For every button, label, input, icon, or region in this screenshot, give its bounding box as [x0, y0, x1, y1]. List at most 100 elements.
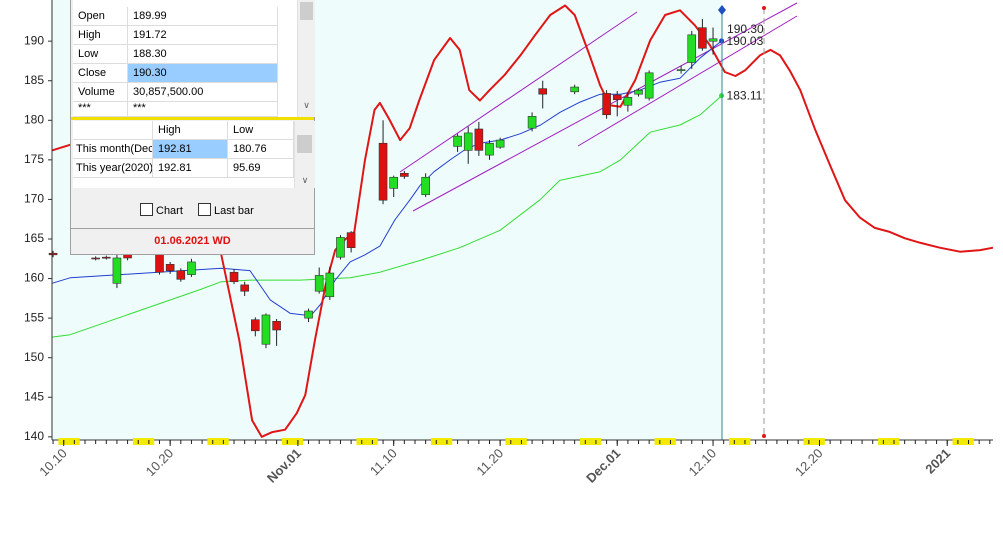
- candle-body: [187, 261, 196, 275]
- candle-body: [304, 310, 313, 319]
- y-tick-label: 160: [24, 271, 44, 285]
- cell: This year(2020): [73, 159, 153, 178]
- x-tick-label: 10.20: [143, 446, 177, 480]
- candle-body: [155, 252, 164, 273]
- candle-body: [165, 264, 175, 271]
- last-value-label: 183.11: [727, 89, 763, 103]
- y-tick-label: 180: [24, 112, 44, 126]
- splitter[interactable]: [71, 117, 314, 120]
- candle-body: [463, 132, 473, 151]
- candle-body: [400, 173, 409, 177]
- cell: ***: [128, 102, 278, 117]
- y-tick-label: 140: [24, 429, 44, 443]
- candle-body: [644, 72, 654, 99]
- cell: 30,857,500.00: [128, 83, 278, 102]
- cell: This month(Dec): [73, 140, 153, 159]
- cell: 190.30: [128, 64, 278, 83]
- cell: 191.72: [128, 26, 278, 45]
- cell: 180.76: [228, 140, 294, 159]
- scrollbar[interactable]: ∨: [297, 0, 315, 117]
- separator: [71, 228, 314, 229]
- y-tick-label: 185: [24, 73, 44, 87]
- x-tick-label: 12.20: [792, 446, 826, 480]
- scroll-thumb[interactable]: [297, 135, 312, 153]
- candle-body: [474, 128, 484, 151]
- candle-body: [485, 142, 494, 156]
- cell: High: [153, 121, 228, 140]
- candle-body: [112, 257, 122, 284]
- candle-body: [687, 34, 697, 63]
- y-tick-label: 190: [24, 33, 44, 47]
- x-tick-label: 12.10: [686, 446, 720, 480]
- checkbox[interactable]: Chart: [140, 203, 183, 217]
- candle-body: [538, 88, 548, 95]
- candle-body: [527, 116, 537, 129]
- candle-body: [378, 142, 388, 201]
- cell: ***: [73, 102, 128, 117]
- x-tick-label: Nov.01: [264, 446, 304, 486]
- info-panel: Open 189.99 High 191.72 Low 188.30 Close…: [70, 0, 315, 255]
- checkbox[interactable]: Last bar: [198, 203, 254, 217]
- candle-body: [495, 139, 505, 148]
- candle-body: [421, 176, 430, 195]
- scroll-arrow[interactable]: ∨: [301, 175, 309, 185]
- candle-body: [229, 271, 239, 283]
- candle-body: [336, 237, 345, 258]
- candle-body: [346, 232, 356, 248]
- indicator-line: [51, 40, 722, 317]
- cell: Volume: [73, 83, 128, 102]
- cell: 192.81: [153, 159, 228, 178]
- forecast-dot: [762, 6, 766, 10]
- x-tick-label: 11.20: [473, 446, 506, 479]
- trend-line: [399, 11, 638, 173]
- cell: 95.69: [228, 159, 294, 178]
- candle-body: [453, 135, 462, 147]
- candle-body: [272, 320, 281, 331]
- candle-body: [261, 314, 271, 345]
- scroll-thumb[interactable]: [300, 2, 313, 20]
- cell: 189.99: [128, 7, 278, 26]
- candle-body: [325, 272, 335, 298]
- cell: [73, 121, 153, 140]
- checkbox-label: Last bar: [214, 205, 254, 217]
- candle-body: [708, 38, 718, 42]
- candle-body: [48, 252, 58, 256]
- cell: High: [73, 26, 128, 45]
- candle-body: [101, 256, 111, 259]
- x-tick-label: 10.10: [36, 446, 70, 480]
- y-tick-label: 170: [24, 192, 44, 206]
- y-tick-label: 175: [24, 152, 44, 166]
- candle-body: [91, 257, 100, 260]
- candle-body: [698, 27, 707, 49]
- cell: 188.30: [128, 45, 278, 64]
- trend-line: [577, 15, 798, 147]
- scroll-arrow[interactable]: ∨: [303, 100, 310, 110]
- candle-body: [634, 89, 643, 95]
- candle-body: [623, 97, 633, 106]
- candle-body: [570, 86, 579, 93]
- cell: Close: [73, 64, 128, 83]
- candle-body: [240, 284, 249, 292]
- x-tick-label: 11.10: [367, 446, 400, 479]
- range-table: High Low This month(Dec) 192.81 180.76 T…: [73, 121, 294, 188]
- indicator-line: [51, 4, 994, 438]
- candle-body: [676, 69, 686, 71]
- forecast-dot: [762, 434, 766, 438]
- x-tick-label: 2021: [922, 446, 953, 477]
- x-tick-label: Dec.01: [583, 446, 623, 486]
- cell: Low: [228, 121, 294, 140]
- y-tick-label: 145: [24, 389, 44, 403]
- status-text: 01.06.2021 WD: [154, 235, 231, 247]
- candle-body: [251, 319, 260, 332]
- candle-body: [314, 275, 324, 292]
- y-tick-label: 165: [24, 231, 44, 245]
- quote-table: Open 189.99 High 191.72 Low 188.30 Close…: [73, 0, 297, 117]
- candle-body: [389, 176, 398, 189]
- indicator-line: [51, 95, 722, 338]
- last-value-label: 190.03: [727, 34, 764, 48]
- candle-body: [612, 94, 622, 101]
- candle-body: [176, 270, 186, 280]
- last-close-label: 190.30: [727, 22, 764, 36]
- scrollbar[interactable]: ∨: [294, 121, 315, 188]
- checkbox-label: Chart: [156, 205, 183, 217]
